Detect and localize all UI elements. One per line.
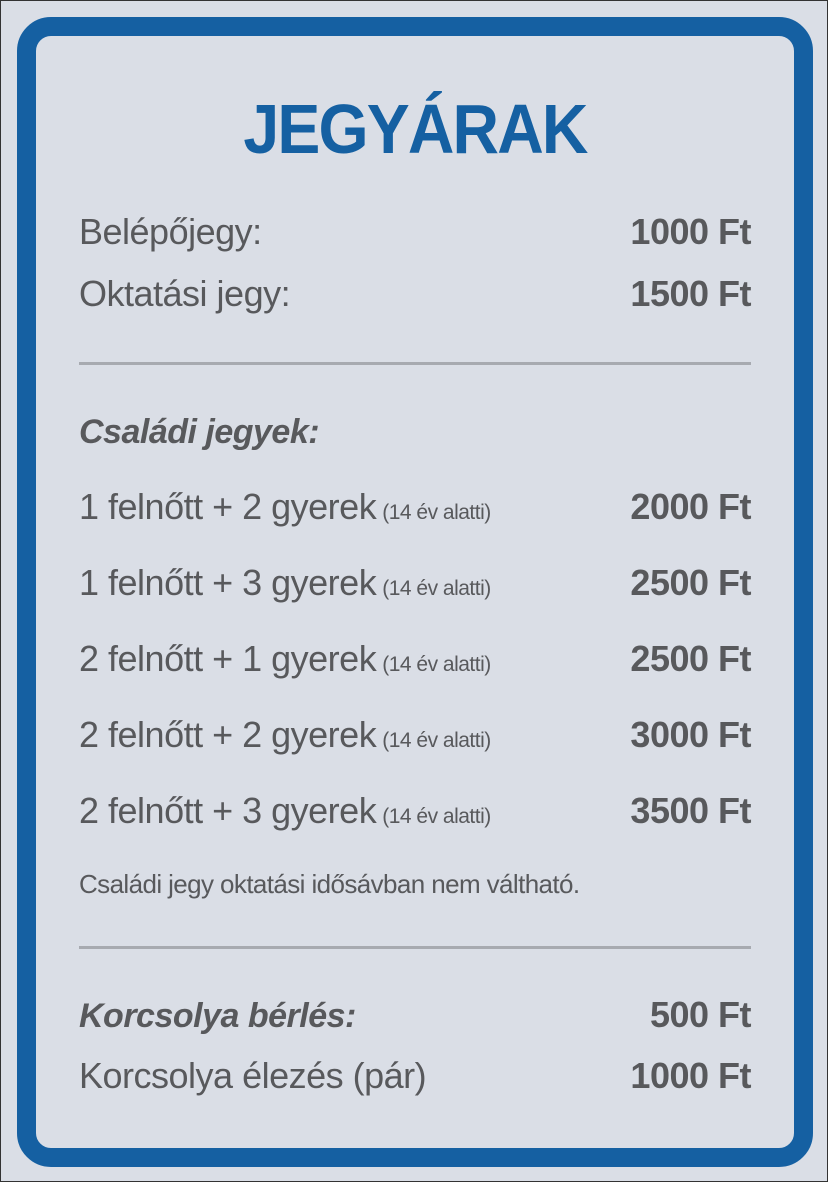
age-note: (14 év alatti) — [382, 805, 491, 828]
divider — [79, 946, 751, 949]
divider — [79, 362, 751, 365]
price-value: 1000 Ft — [630, 1055, 751, 1096]
price-label: 1 felnőtt + 2 gyerek — [79, 486, 377, 527]
age-note: (14 év alatti) — [382, 729, 491, 752]
family-row: 2 felnőtt + 1 gyerek (14 év alatti) 2500 … — [79, 638, 751, 680]
price-label: Korcsolya bérlés: — [79, 997, 356, 1035]
family-row: 2 felnőtt + 3 gyerek (14 év alatti) 3500 … — [79, 790, 751, 832]
family-row: 2 felnőtt + 2 gyerek (14 év alatti) 3000 … — [79, 714, 751, 756]
price-value: 2500 Ft — [630, 638, 751, 679]
family-row: 1 felnőtt + 3 gyerek (14 év alatti) 2500 … — [79, 562, 751, 604]
price-value: 2500 Ft — [630, 562, 751, 603]
price-row-lesson: Oktatási jegy: 1500 Ft — [79, 273, 751, 315]
price-row-entry: Belépőjegy: 1000 Ft — [79, 211, 751, 253]
age-note: (14 év alatti) — [382, 501, 491, 524]
family-footnote: Családi jegy oktatási idősávban nem vált… — [79, 869, 580, 899]
price-value: 2000 Ft — [630, 486, 751, 527]
price-label: 2 felnőtt + 1 gyerek — [79, 638, 377, 679]
price-value: 500 Ft — [649, 994, 752, 1035]
price-value: 3000 Ft — [630, 714, 751, 755]
family-heading: Családi jegyek: — [79, 413, 320, 451]
price-label: Belépőjegy: — [79, 211, 262, 252]
price-label: 2 felnőtt + 2 gyerek — [79, 714, 377, 755]
price-value: 1000 Ft — [630, 211, 751, 252]
age-note: (14 év alatti) — [382, 653, 491, 676]
price-label: Korcsolya élezés (pár) — [79, 1055, 427, 1096]
price-label: 1 felnőtt + 3 gyerek — [79, 562, 377, 603]
price-label: Oktatási jegy: — [79, 273, 291, 314]
price-value: 1500 Ft — [630, 273, 751, 314]
family-heading-row: Családi jegyek: — [79, 413, 751, 452]
sign-border — [17, 17, 813, 1167]
price-row-skate-sharpening: Korcsolya élezés (pár) 1000 Ft — [79, 1055, 751, 1097]
age-note: (14 év alatti) — [382, 577, 491, 600]
price-label: 2 felnőtt + 3 gyerek — [79, 790, 377, 831]
price-value: 3500 Ft — [630, 790, 751, 831]
page-title: JEGYÁRAK — [243, 90, 588, 168]
family-row: 1 felnőtt + 2 gyerek (14 év alatti) 2000 … — [79, 486, 751, 528]
price-row-skate-rental: Korcsolya bérlés: 500 Ft — [79, 994, 752, 1036]
